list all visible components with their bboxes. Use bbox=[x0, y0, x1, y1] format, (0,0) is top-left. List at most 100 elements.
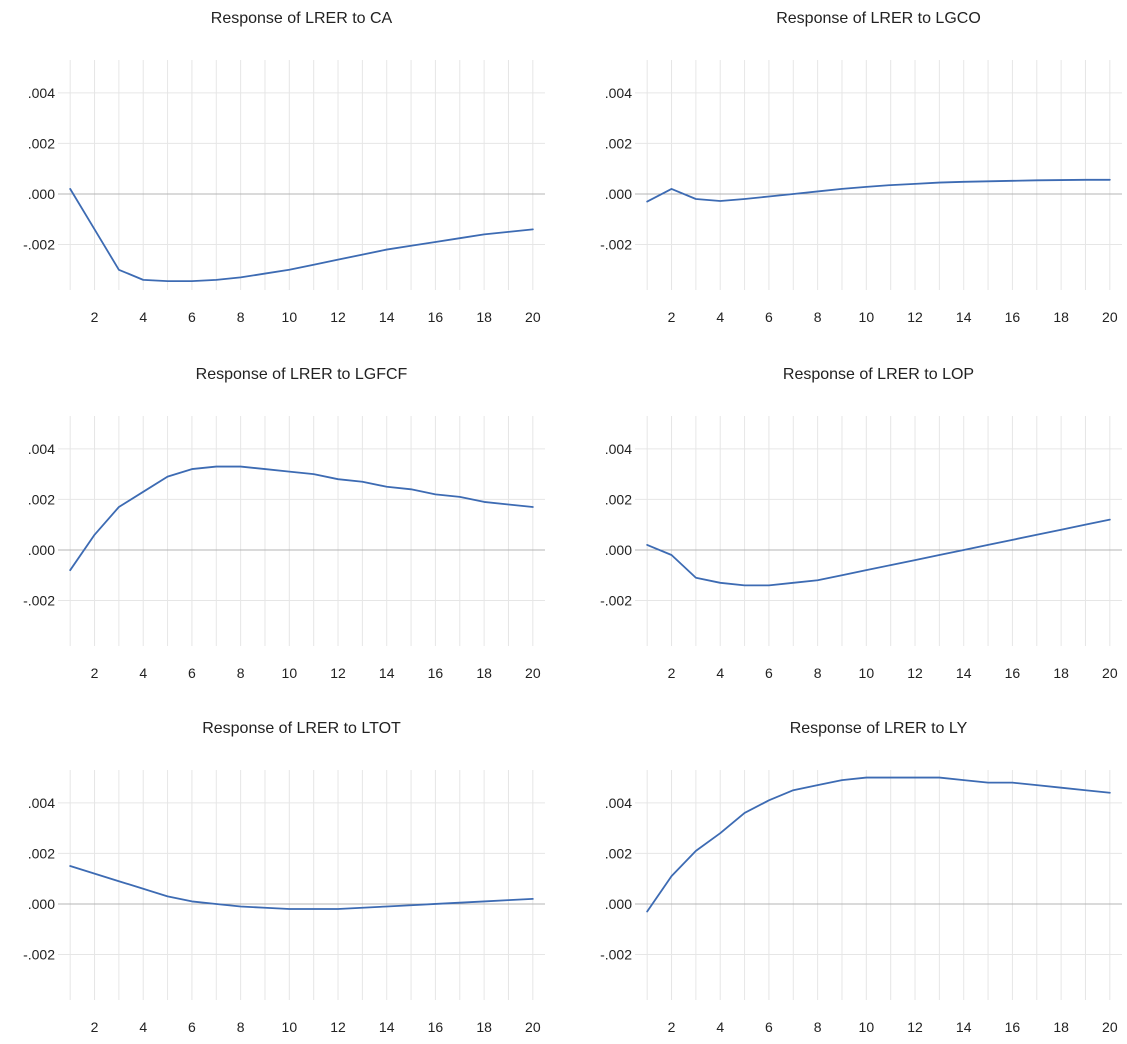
x-tick-label: 2 bbox=[91, 309, 99, 325]
x-tick-label: 10 bbox=[859, 1019, 875, 1035]
y-tick-label: -.002 bbox=[23, 947, 55, 963]
x-tick-label: 16 bbox=[428, 665, 444, 681]
y-tick-label: .004 bbox=[28, 795, 55, 811]
x-tick-label: 16 bbox=[1005, 309, 1021, 325]
x-tick-label: 4 bbox=[139, 309, 147, 325]
x-tick-label: 6 bbox=[188, 1019, 196, 1035]
x-tick-label: 4 bbox=[139, 665, 147, 681]
x-tick-label: 6 bbox=[765, 1019, 773, 1035]
x-tick-label: 16 bbox=[1005, 665, 1021, 681]
x-tick-label: 2 bbox=[91, 665, 99, 681]
chart-panel-2: Response of LRER to LGCO -.002 .000 .002 .00… bbox=[600, 10, 1122, 325]
chart-panel-4: Response of LRER to LOP -.002 .000 .002 .004… bbox=[600, 366, 1122, 681]
x-tick-label: 14 bbox=[379, 665, 395, 681]
x-tick-label: 18 bbox=[1053, 1019, 1069, 1035]
x-tick-label: 16 bbox=[428, 1019, 444, 1035]
x-tick-label: 12 bbox=[330, 309, 346, 325]
y-tick-label: -.002 bbox=[600, 237, 632, 253]
x-tick-label: 8 bbox=[814, 1019, 822, 1035]
y-tick-label: .002 bbox=[28, 491, 55, 507]
chart-title: Response of LRER to LTOT bbox=[202, 720, 401, 737]
x-tick-label: 20 bbox=[525, 309, 541, 325]
x-tick-label: 12 bbox=[907, 665, 923, 681]
chart-title: Response of LRER to CA bbox=[211, 10, 393, 27]
series-line bbox=[646, 178, 1111, 203]
x-tick-label: 16 bbox=[428, 309, 444, 325]
y-tick-label: .002 bbox=[605, 491, 632, 507]
x-tick-label: 14 bbox=[379, 1019, 395, 1035]
x-tick-label: 10 bbox=[282, 309, 298, 325]
x-tick-label: 10 bbox=[282, 665, 298, 681]
x-tick-label: 8 bbox=[237, 665, 245, 681]
x-tick-label: 12 bbox=[907, 309, 923, 325]
x-tick-label: 2 bbox=[668, 665, 676, 681]
y-tick-label: -.002 bbox=[600, 593, 632, 609]
x-tick-label: 18 bbox=[476, 309, 492, 325]
x-tick-label: 20 bbox=[525, 1019, 541, 1035]
x-tick-label: 2 bbox=[91, 1019, 99, 1035]
x-tick-label: 14 bbox=[956, 665, 972, 681]
chart-panel-6: Response of LRER to LY -.002 .000 .002 .004 2… bbox=[600, 720, 1122, 1035]
x-tick-label: 14 bbox=[956, 309, 972, 325]
x-tick-label: 14 bbox=[956, 1019, 972, 1035]
series-line bbox=[69, 865, 534, 910]
y-tick-label: .004 bbox=[28, 441, 55, 457]
x-tick-label: 18 bbox=[476, 1019, 492, 1035]
x-tick-label: 6 bbox=[188, 665, 196, 681]
x-tick-label: 6 bbox=[765, 665, 773, 681]
y-tick-label: -.002 bbox=[23, 593, 55, 609]
x-tick-label: 8 bbox=[814, 665, 822, 681]
x-tick-label: 6 bbox=[765, 309, 773, 325]
chart-title: Response of LRER to LGCO bbox=[776, 10, 981, 27]
series-line bbox=[646, 776, 1111, 913]
series-line bbox=[69, 465, 534, 572]
y-tick-label: .002 bbox=[605, 845, 632, 861]
y-tick-label: .002 bbox=[605, 135, 632, 151]
x-tick-label: 20 bbox=[525, 665, 541, 681]
y-tick-label: .004 bbox=[605, 85, 632, 101]
x-tick-label: 18 bbox=[476, 665, 492, 681]
x-tick-label: 12 bbox=[330, 1019, 346, 1035]
x-tick-label: 2 bbox=[668, 1019, 676, 1035]
y-tick-label: .000 bbox=[605, 186, 632, 202]
y-tick-label: .004 bbox=[605, 441, 632, 457]
x-tick-label: 18 bbox=[1053, 665, 1069, 681]
x-tick-label: 8 bbox=[237, 309, 245, 325]
y-tick-label: .004 bbox=[28, 85, 55, 101]
x-tick-label: 12 bbox=[907, 1019, 923, 1035]
y-tick-label: -.002 bbox=[23, 237, 55, 253]
x-tick-label: 14 bbox=[379, 309, 395, 325]
x-tick-label: 2 bbox=[668, 309, 676, 325]
x-tick-label: 10 bbox=[859, 665, 875, 681]
chart-title: Response of LRER to LY bbox=[790, 720, 968, 737]
y-tick-label: .000 bbox=[605, 542, 632, 558]
x-tick-label: 20 bbox=[1102, 1019, 1118, 1035]
x-tick-label: 6 bbox=[188, 309, 196, 325]
chart-panel-1: Response of LRER to CA -.002 .000 .002 .004 2… bbox=[23, 10, 545, 325]
series-line bbox=[69, 187, 534, 283]
series-line bbox=[646, 518, 1111, 587]
x-tick-label: 20 bbox=[1102, 665, 1118, 681]
x-tick-label: 16 bbox=[1005, 1019, 1021, 1035]
x-tick-label: 20 bbox=[1102, 309, 1118, 325]
chart-title: Response of LRER to LGFCF bbox=[196, 366, 408, 383]
y-tick-label: .000 bbox=[28, 896, 55, 912]
x-tick-label: 4 bbox=[716, 309, 724, 325]
y-tick-label: .000 bbox=[28, 186, 55, 202]
y-tick-label: .000 bbox=[28, 542, 55, 558]
x-tick-label: 8 bbox=[814, 309, 822, 325]
x-tick-label: 4 bbox=[139, 1019, 147, 1035]
y-tick-label: -.002 bbox=[600, 947, 632, 963]
chart-title: Response of LRER to LOP bbox=[783, 366, 974, 383]
x-tick-label: 4 bbox=[716, 665, 724, 681]
x-tick-label: 4 bbox=[716, 1019, 724, 1035]
x-tick-label: 10 bbox=[282, 1019, 298, 1035]
y-tick-label: .002 bbox=[28, 845, 55, 861]
chart-panel-5: Response of LRER to LTOT -.002 .000 .002 .00… bbox=[23, 720, 545, 1035]
x-tick-label: 18 bbox=[1053, 309, 1069, 325]
y-tick-label: .002 bbox=[28, 135, 55, 151]
x-tick-label: 12 bbox=[330, 665, 346, 681]
x-tick-label: 10 bbox=[859, 309, 875, 325]
x-tick-label: 8 bbox=[237, 1019, 245, 1035]
